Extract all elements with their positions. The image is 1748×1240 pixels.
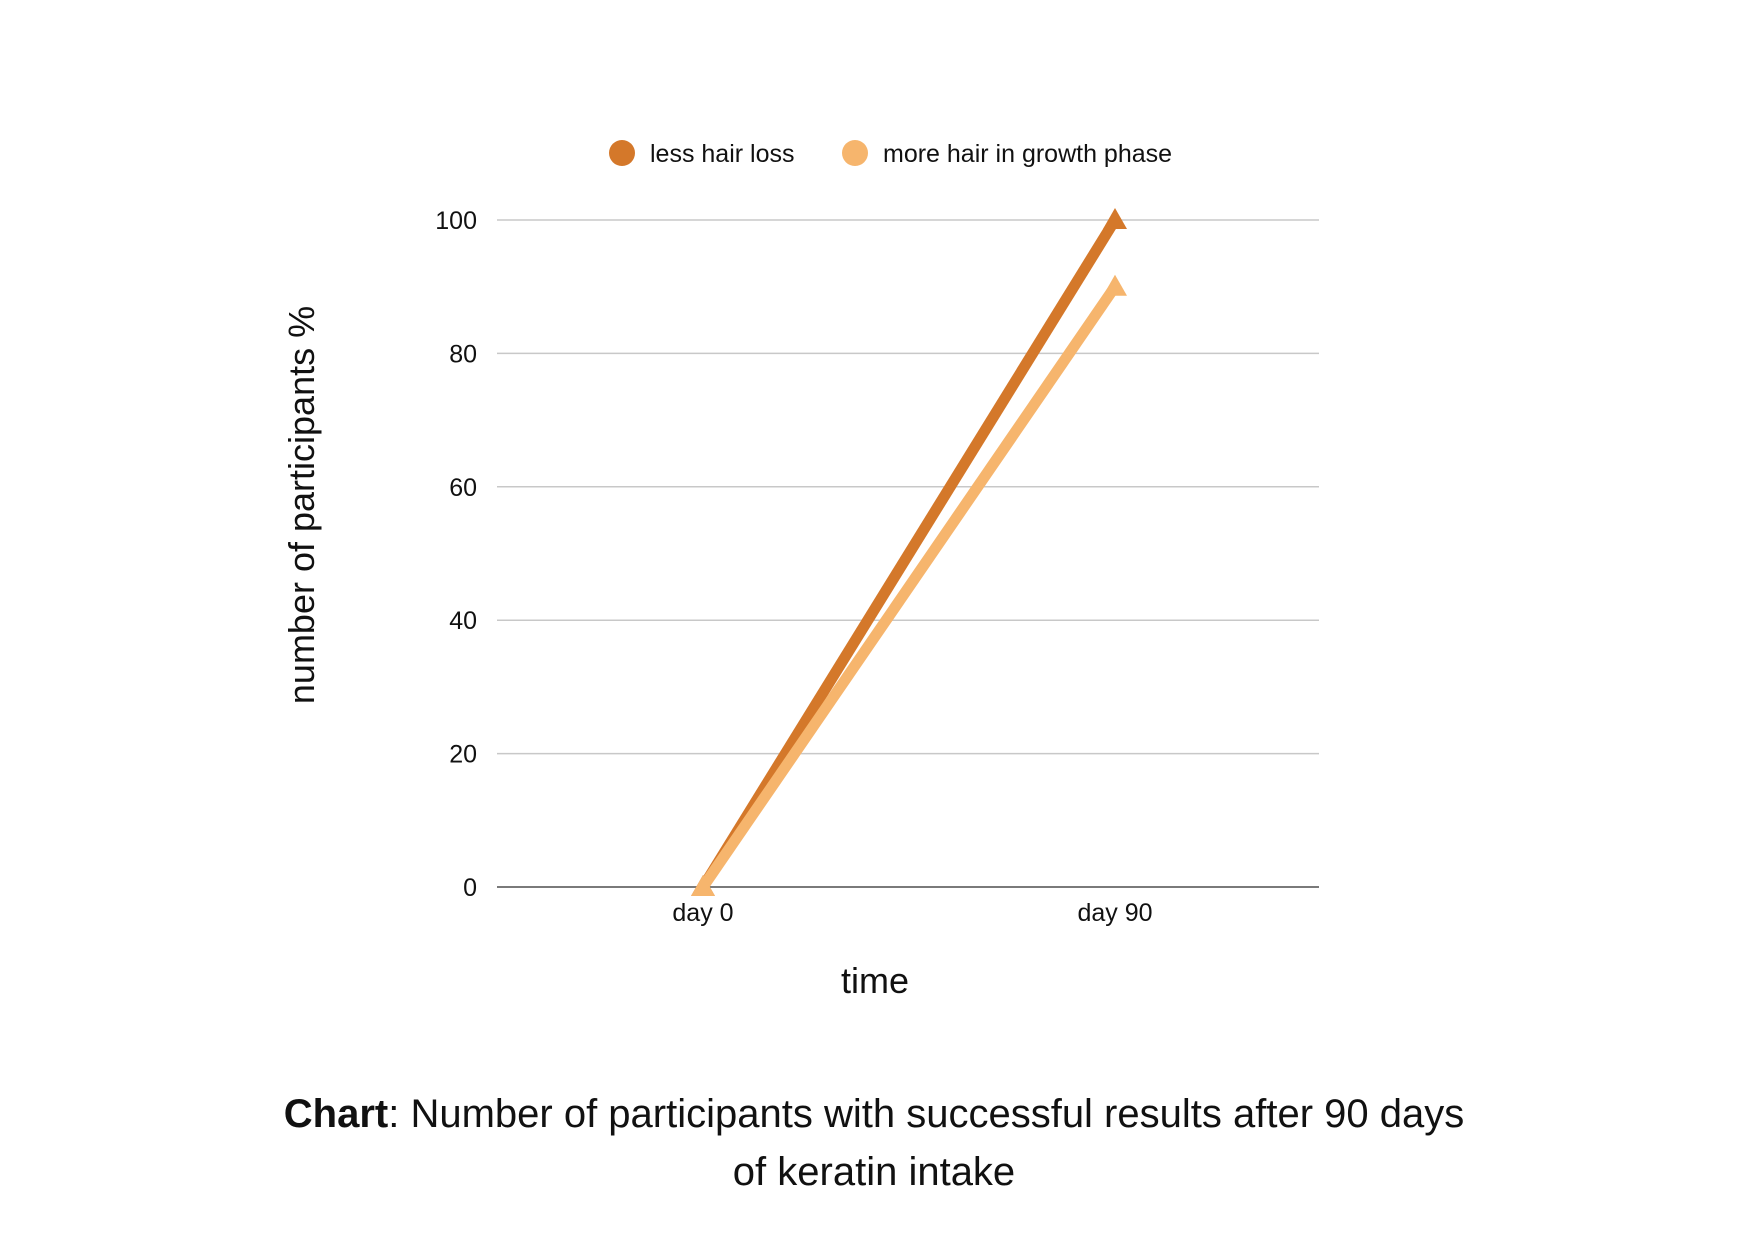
data-point-triangle xyxy=(1103,208,1127,229)
caption-prefix: Chart xyxy=(283,1092,389,1136)
legend-swatch xyxy=(609,140,635,166)
x-axis-ticks: day 0 day 90 xyxy=(672,899,1152,927)
legend-label: less hair loss xyxy=(650,140,795,168)
chart-caption: Chart: Number of participants with succe… xyxy=(0,1085,1748,1201)
x-tick-label: day 0 xyxy=(672,899,733,927)
y-axis-ticks: 0 20 40 60 80 100 xyxy=(435,207,477,902)
legend-swatch xyxy=(842,140,868,166)
data-point-triangle xyxy=(1103,274,1127,296)
x-axis-label: time xyxy=(841,960,909,1001)
data-point-triangle xyxy=(691,875,715,896)
y-tick-label: 40 xyxy=(449,607,477,635)
caption-line-2: of keratin intake xyxy=(732,1150,1016,1194)
y-tick-label: 20 xyxy=(449,741,477,769)
y-tick-label: 80 xyxy=(449,340,477,368)
series-line-more-hair-in-growth-phase xyxy=(698,283,1120,891)
gridlines xyxy=(497,219,1319,888)
caption-line-1: Chart: Number of participants with succe… xyxy=(0,1085,1748,1143)
y-axis-label: number of participants % xyxy=(281,306,322,704)
y-tick-label: 100 xyxy=(435,207,477,235)
caption-text: : Number of participants with successful… xyxy=(388,1092,1465,1136)
chart-legend: less hair loss more hair in growth phase xyxy=(609,140,1172,168)
y-tick-label: 0 xyxy=(463,874,477,902)
y-tick-label: 60 xyxy=(449,474,477,502)
series-layer xyxy=(691,208,1127,896)
series-line-less-hair-loss xyxy=(698,217,1120,890)
legend-label: more hair in growth phase xyxy=(883,140,1172,168)
x-tick-label: day 90 xyxy=(1077,899,1152,927)
